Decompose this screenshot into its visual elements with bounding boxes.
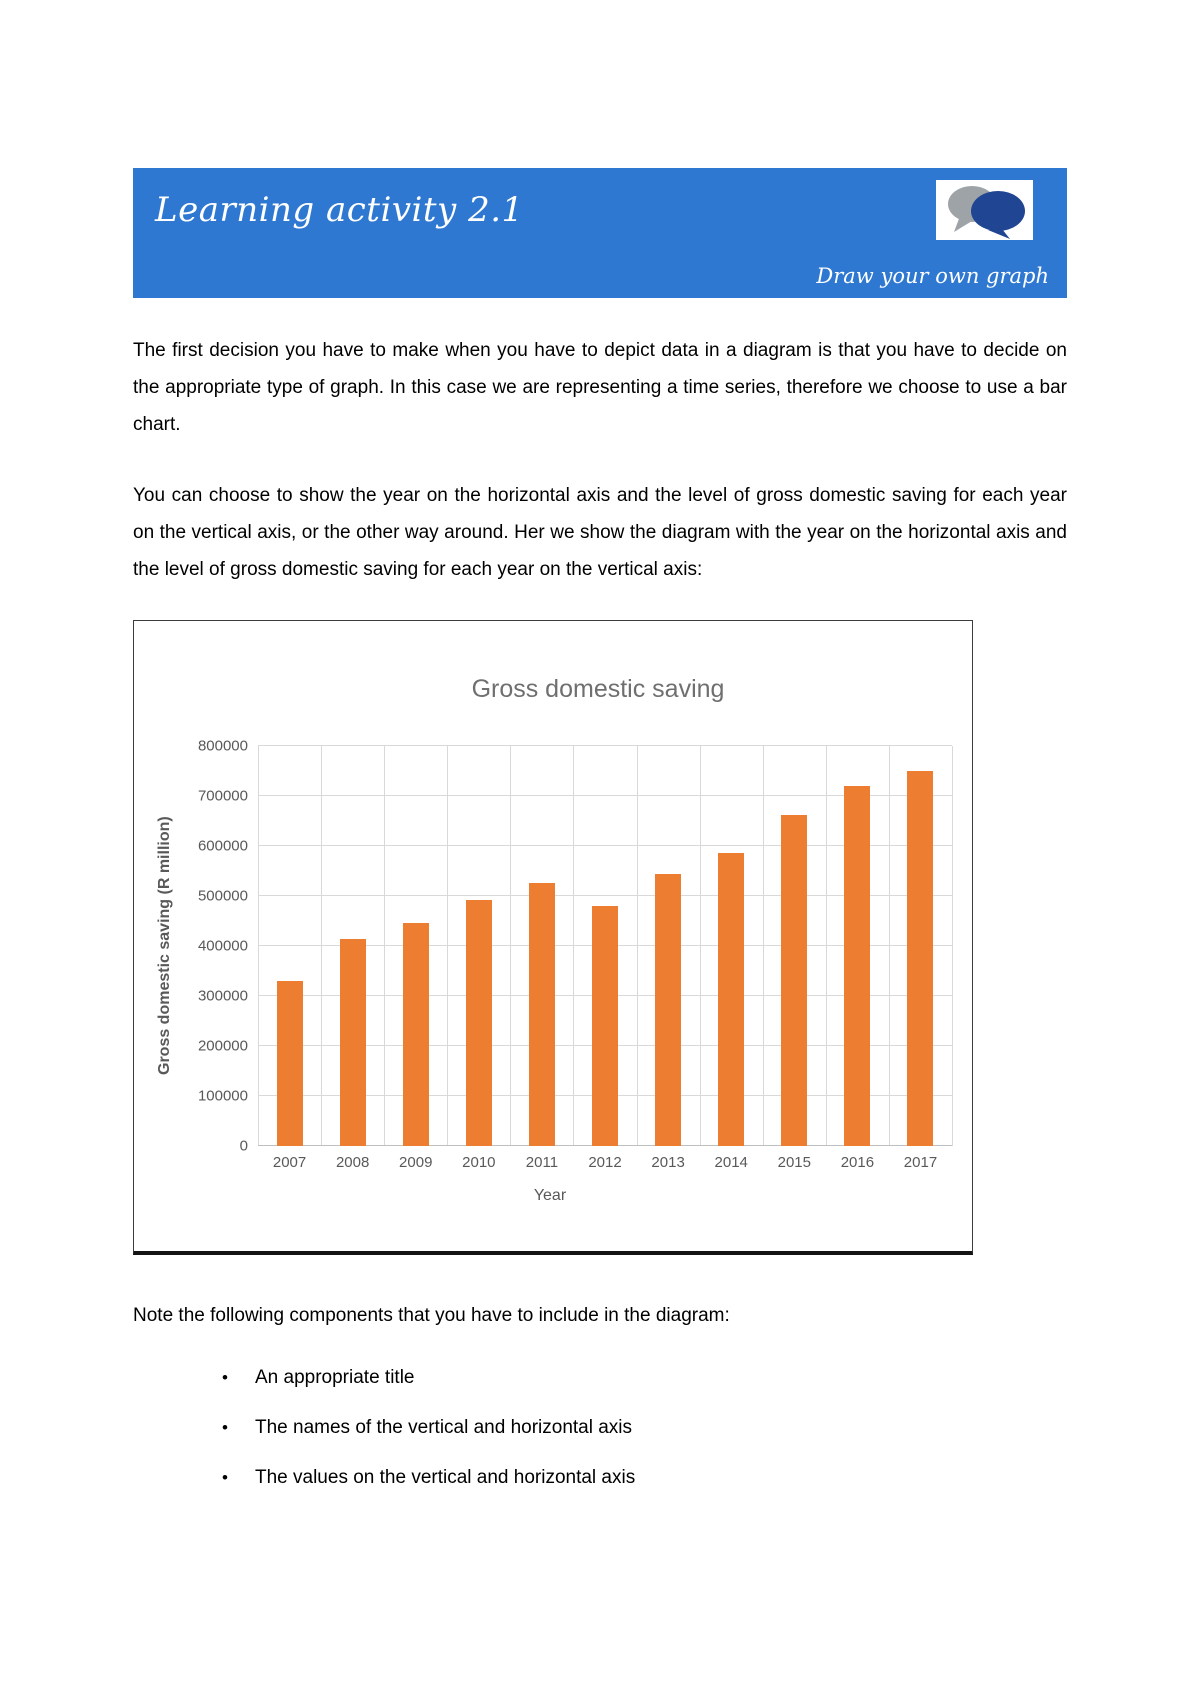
vertical-gridline (447, 746, 449, 1146)
bullet-icon: • (222, 1368, 228, 1387)
y-tick-label: 200000 (197, 1037, 248, 1055)
vertical-gridline (636, 746, 638, 1146)
speech-bubbles-graphic (948, 186, 1025, 239)
y-tick-label: 500000 (197, 887, 248, 905)
vertical-gridline (258, 746, 259, 1146)
list-item: • The names of the vertical and horizonta… (133, 1410, 1067, 1446)
note-paragraph: Note the following components that you h… (133, 1305, 730, 1326)
bar-2015 (781, 815, 808, 1146)
bullet-text: The names of the vertical and horizontal… (255, 1417, 633, 1438)
horizontal-gridline (258, 895, 952, 896)
vertical-gridline (384, 746, 386, 1146)
bar-2014 (718, 853, 745, 1146)
bar-column (889, 746, 952, 1146)
bar-column (447, 746, 510, 1146)
plot-area (258, 745, 953, 1146)
x-axis-tick-labels: 2007 2008 2009 2010 2011 2012 2013 2014 2015 2016… (258, 1154, 952, 1171)
x-tick-label: 2007 (272, 1154, 307, 1171)
x-tick-label: 2008 (335, 1154, 370, 1171)
bar-column (826, 746, 889, 1146)
vertical-gridline (573, 746, 575, 1146)
vertical-gridline (888, 746, 890, 1146)
bar-2011 (528, 882, 555, 1146)
x-tick-label: 2012 (588, 1154, 622, 1171)
x-tick-label: 2013 (651, 1154, 685, 1171)
x-tick-label: 2016 (840, 1154, 875, 1171)
y-tick-label: 800000 (197, 737, 248, 755)
bar-column (700, 746, 763, 1146)
horizontal-gridline (258, 795, 952, 796)
x-tick-label: 2014 (714, 1154, 748, 1171)
vertical-gridline (321, 746, 323, 1146)
x-tick-label: 2017 (903, 1154, 938, 1171)
y-tick-label: 400000 (197, 937, 248, 955)
bar-2016 (844, 786, 871, 1146)
bar-2017 (907, 771, 934, 1146)
y-tick-label: 100000 (197, 1087, 248, 1105)
banner-title: Learning activity 2.1 (155, 190, 524, 230)
vertical-gridline (699, 746, 701, 1146)
x-tick-label: 2009 (399, 1154, 433, 1171)
vertical-gridline (952, 746, 953, 1146)
bar-column (573, 746, 636, 1146)
chart-title: Gross domestic saving (471, 675, 725, 703)
x-tick-label: 2011 (525, 1154, 559, 1171)
components-bullet-list: • An appropriate title • The names of the v… (133, 1360, 1067, 1496)
bar-column (384, 746, 447, 1146)
bar-chart-figure: Gross domestic saving Gross domestic sav… (133, 620, 973, 1255)
banner-subtitle: Draw your own graph (816, 264, 1049, 288)
vertical-gridline (825, 746, 827, 1146)
y-tick-label: 0 (239, 1137, 248, 1155)
plot-wrap: Gross domestic saving (R million) 0 10000… (148, 738, 953, 1171)
vertical-gridline (762, 746, 764, 1146)
paragraph-intro: The first decision you have to make when… (133, 340, 1067, 435)
bullet-text: An appropriate title (255, 1367, 415, 1388)
paragraph-axis-choice: You can choose to show the year on the h… (133, 485, 1067, 580)
x-tick-label: 2015 (777, 1154, 811, 1171)
bar-column (637, 746, 700, 1146)
horizontal-gridline (258, 845, 952, 846)
bar-2007 (276, 981, 303, 1146)
x-tick-label: 2010 (462, 1154, 496, 1171)
bullet-icon: • (222, 1418, 228, 1437)
bar-column (321, 746, 384, 1146)
x-axis-title: Year (533, 1187, 567, 1204)
y-axis-tick-labels: 0 100000 200000 300000 400000 500000 600000 700… (182, 738, 258, 1155)
bar-column (763, 746, 826, 1146)
plot-column: 2007 2008 2009 2010 2011 2012 2013 2014 2015 2016… (258, 745, 953, 1171)
y-axis-title: Gross domestic saving (R million) (156, 816, 173, 1076)
y-tick-label: 700000 (197, 787, 248, 805)
bar-2009 (402, 922, 429, 1146)
bar-2013 (655, 873, 682, 1146)
document-page: Learning activity 2.1 Draw your own grap… (133, 0, 1067, 1496)
y-tick-label: 300000 (197, 987, 248, 1005)
y-tick-label: 600000 (197, 837, 248, 855)
bars-row (258, 746, 952, 1146)
learning-activity-banner: Learning activity 2.1 Draw your own grap… (133, 168, 1067, 298)
horizontal-gridline (258, 745, 952, 746)
bar-column (510, 746, 573, 1146)
bar-column (258, 746, 321, 1146)
bullet-text: The values on the vertical and horizonta… (255, 1467, 636, 1488)
speech-bubbles-icon (936, 180, 1033, 240)
bullet-icon: • (222, 1468, 228, 1487)
bar-2012 (592, 906, 619, 1146)
bar-2008 (339, 938, 366, 1146)
bar-2010 (465, 900, 492, 1146)
list-item: • An appropriate title (133, 1360, 1067, 1396)
vertical-gridline (510, 746, 512, 1146)
list-item: • The values on the vertical and horizont… (133, 1460, 1067, 1496)
